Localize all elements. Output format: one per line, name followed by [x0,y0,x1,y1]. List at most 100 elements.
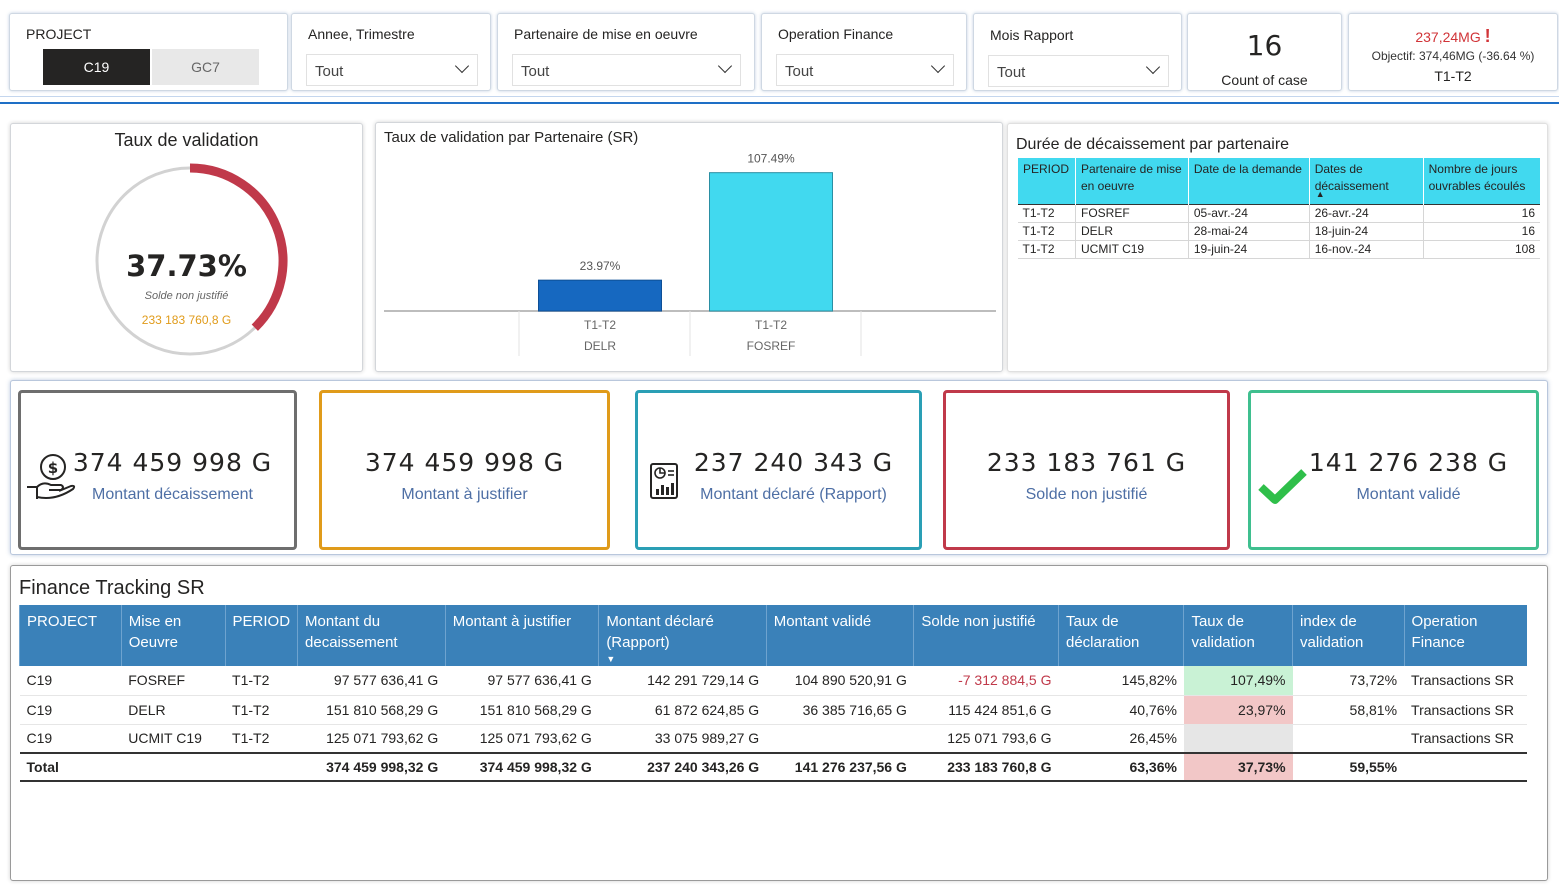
finance-cell: 151 810 568,29 G [297,695,446,725]
finance-cell: 33 075 989,27 G [598,724,767,754]
x-tick-label-category: FOSREF [747,339,796,353]
goal-period: T1-T2 [1434,68,1472,84]
annee-dropdown[interactable]: Tout [306,54,478,86]
duration-cell: 16 [1422,203,1540,223]
finance-cell: 104 890 520,91 G [766,666,914,696]
finance-col-header[interactable]: index de validation [1292,605,1405,666]
kpi-card: 374 459 998 G Montant à justifier [319,390,610,550]
x-tick-label-period: T1-T2 [755,318,787,332]
duration-col-header[interactable]: Nombre de jours ouvrables écoulés [1422,158,1540,204]
finance-col-header[interactable]: Taux de déclaration [1057,605,1184,666]
finance-cell: DELR [121,695,226,725]
finance-cell: T1-T2 [225,695,298,725]
partenaire-slicer: Partenaire de mise en oeuvre Tout [497,13,755,91]
duration-col-header[interactable]: Date de la demande [1187,158,1310,204]
finance-cell: 374 459 998,32 G [445,752,599,782]
finance-cell: -7 312 884,5 G [913,666,1059,696]
bar-fosref[interactable] [709,172,833,312]
partenaire-dropdown-value: Tout [521,63,550,80]
finance-cell: C19 [19,666,122,696]
duration-col-header[interactable]: Partenaire de mise en oeuvre [1074,158,1189,204]
finance-cell: 58,81% [1292,695,1405,725]
kpi-card: 374 459 998 G Montant décaissement $ [18,390,297,550]
duration-cell: 18-juin-24 [1308,222,1424,241]
finance-cell: 40,76% [1058,695,1184,725]
duration-title: Durée de décaissement par partenaire [1016,136,1290,153]
finance-col-header[interactable]: PERIOD [224,605,298,666]
finance-cell: T1-T2 [225,724,298,754]
finance-cell: 37,73% [1183,752,1293,782]
alert-icon: ! [1484,26,1491,46]
checkmark-icon [1258,469,1307,504]
finance-col-header[interactable]: Montant à justifier [444,605,599,666]
finance-cell: 374 459 998,32 G [297,752,446,782]
finance-cell: 26,45% [1058,724,1184,754]
kpi-card: 141 276 238 G Montant validé [1248,390,1539,550]
kpi-label: Montant déclaré (Rapport) [700,486,887,503]
project-option-gc7[interactable]: GC7 [152,49,259,85]
finance-col-header[interactable]: Montant du decaissement [297,605,446,666]
finance-col-header[interactable]: Montant validé [765,605,914,666]
finance-col-header[interactable]: Operation Finance [1403,605,1527,666]
duration-cell: T1-T2 [1017,222,1076,241]
goal-value: 237,24MG [1415,29,1481,45]
gauge-title: Taux de validation [114,130,259,150]
goal-card: 237,24MG ! Objectif: 374,46MG (-36.64 %)… [1348,13,1558,91]
duration-table: PERIOD Partenaire de mise en oeuvre Date… [1017,158,1540,259]
duration-row: T1-T2 FOSREF 05-avr.-24 26-avr.-24 16 [1017,203,1540,223]
kpi-label: Montant décaissement [92,486,253,503]
finance-cell: Transactions SR [1404,695,1527,725]
project-slicer-title: PROJECT [26,26,92,42]
finance-cell: 97 577 636,41 G [445,666,599,696]
project-option-c19[interactable]: C19 [43,49,150,85]
svg-text:$: $ [48,459,58,477]
count-value: 16 [1246,29,1283,62]
finance-cell: C19 [19,724,122,754]
goal-objective: Objectif: 374,46MG (-36.64 %) [1371,49,1535,63]
duration-cell: 108 [1422,240,1540,259]
finance-cell [1183,724,1293,754]
x-tick-label-period: T1-T2 [584,318,616,332]
finance-col-header[interactable]: Solde non justifié [913,605,1059,666]
partenaire-slicer-title: Partenaire de mise en oeuvre [514,26,698,42]
finance-cell: FOSREF [121,666,226,696]
duration-cell: FOSREF [1074,203,1189,223]
finance-cell: 141 276 237,56 G [766,752,914,782]
finance-cell: 237 240 343,26 G [598,752,767,782]
finance-col-header[interactable]: Montant déclaré (Rapport) ▼ [598,605,767,666]
operation-dropdown[interactable]: Tout [776,54,954,86]
kpi-value: 374 459 998 G [364,448,565,477]
bar-data-label: 107.49% [747,152,795,166]
finance-cell: 142 291 729,14 G [598,666,767,696]
bar-delr[interactable] [538,279,662,312]
operation-slicer: Operation Finance Tout [761,13,967,91]
operation-dropdown-value: Tout [785,63,814,80]
partner-bar-chart: 23.97% T1-T2 DELR 107.49% T1-T2 FOSREF [384,152,996,356]
kpi-value: 374 459 998 G [72,448,273,477]
partenaire-dropdown[interactable]: Tout [512,54,741,86]
annee-slicer-title: Annee, Trimestre [308,26,415,42]
duration-header-row: PERIOD Partenaire de mise en oeuvre Date… [1017,158,1540,204]
mois-dropdown[interactable]: Tout [988,55,1169,87]
finance-cell: T1-T2 [225,666,298,696]
chevron-down-icon [1145,59,1161,75]
finance-cell: 61 872 624,85 G [598,695,767,725]
finance-col-header[interactable]: PROJECT [19,605,122,666]
duration-cell: 28-mai-24 [1187,222,1310,241]
count-card: 16 Count of case [1187,13,1342,91]
duration-cell: 26-avr.-24 [1308,203,1424,223]
finance-col-header[interactable]: Mise en Oeuvre [120,605,226,666]
mois-slicer: Mois Rapport Tout [973,13,1182,91]
duration-col-header-label: Dates de décaissement [1314,162,1389,193]
gauge-sub-label: Solde non justifié [144,290,229,302]
duration-col-header[interactable]: Dates de décaissement ▲ [1308,158,1424,204]
duration-col-header[interactable]: PERIOD [1017,158,1076,204]
sort-desc-icon: ▼ [606,654,616,664]
gauge-sub-value: 233 183 760,8 G [141,313,232,327]
duration-row: T1-T2 DELR 28-mai-24 18-juin-24 16 [1017,222,1540,241]
sort-asc-icon: ▲ [1315,188,1325,199]
finance-cell: 125 071 793,62 G [445,724,599,754]
finance-table: PROJECT Mise en Oeuvre PERIOD Montant du de… [19,605,1527,782]
duration-cell: 19-juin-24 [1187,240,1310,259]
finance-col-header[interactable]: Taux de validation [1183,605,1293,666]
